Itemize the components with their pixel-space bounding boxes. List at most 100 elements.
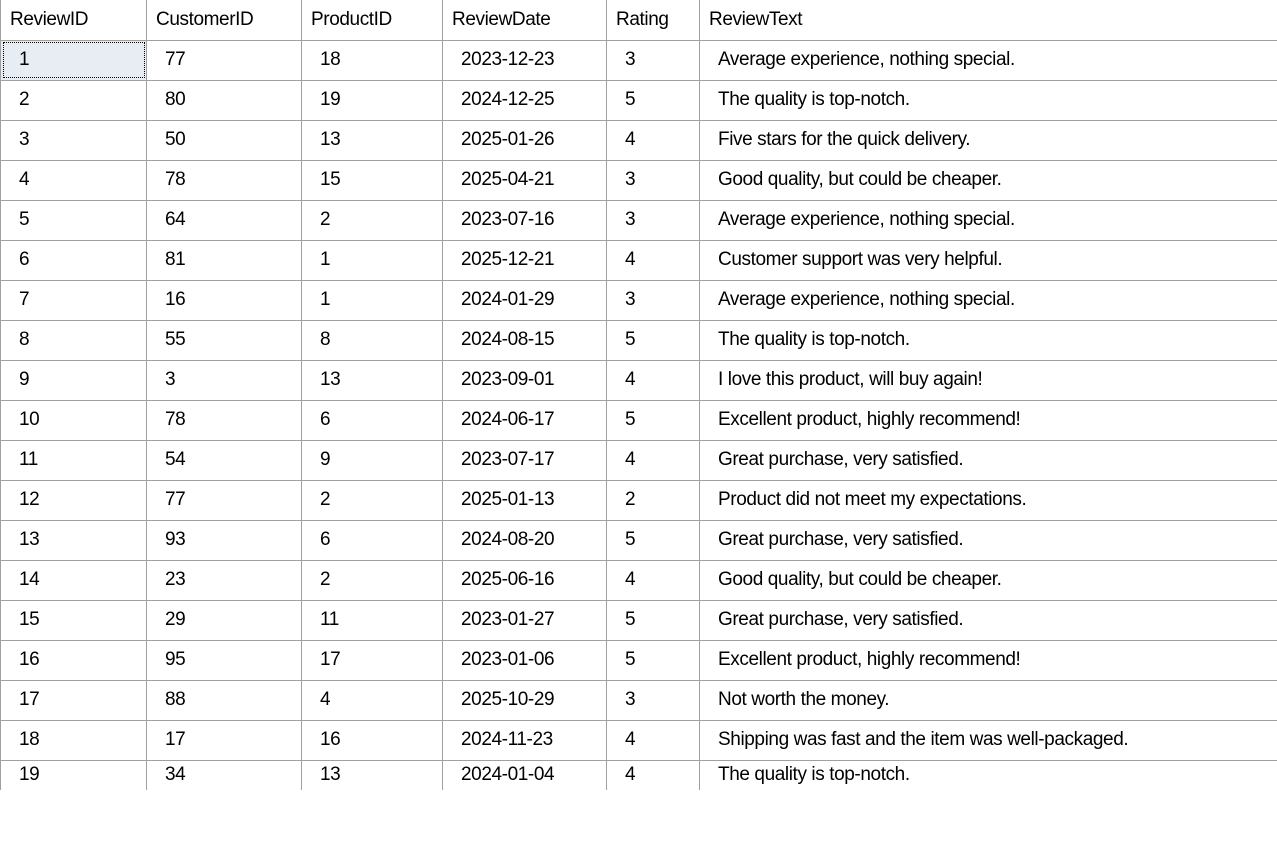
cell-reviewtext[interactable]: Good quality, but could be cheaper. bbox=[699, 159, 1277, 201]
cell-rating[interactable]: 4 bbox=[606, 439, 700, 481]
cell-reviewid[interactable]: 1 bbox=[0, 39, 147, 81]
cell-reviewdate[interactable]: 2024-11-23 bbox=[442, 719, 607, 761]
column-header-rating[interactable]: Rating bbox=[606, 0, 700, 41]
cell-productid[interactable]: 16 bbox=[301, 719, 443, 761]
cell-reviewtext[interactable]: Average experience, nothing special. bbox=[699, 199, 1277, 241]
cell-reviewid[interactable]: 13 bbox=[0, 519, 147, 561]
cell-customerid[interactable]: 81 bbox=[146, 239, 302, 281]
cell-rating[interactable]: 5 bbox=[606, 639, 700, 681]
table-row[interactable]: 12 77 2 2025-01-13 2 Product did not meet my … bbox=[0, 479, 1277, 521]
cell-reviewdate[interactable]: 2023-07-17 bbox=[442, 439, 607, 481]
cell-customerid[interactable]: 29 bbox=[146, 599, 302, 641]
cell-reviewtext[interactable]: Product did not meet my expectations. bbox=[699, 479, 1277, 521]
column-header-reviewdate[interactable]: ReviewDate bbox=[442, 0, 607, 41]
table-row[interactable]: 10 78 6 2024-06-17 5 Excellent product, highl… bbox=[0, 399, 1277, 441]
cell-reviewtext[interactable]: I love this product, will buy again! bbox=[699, 359, 1277, 401]
table-row[interactable]: 11 54 9 2023-07-17 4 Great purchase, very sat… bbox=[0, 439, 1277, 481]
cell-rating[interactable]: 4 bbox=[606, 559, 700, 601]
cell-customerid[interactable]: 50 bbox=[146, 119, 302, 161]
cell-customerid[interactable]: 88 bbox=[146, 679, 302, 721]
cell-customerid[interactable]: 17 bbox=[146, 719, 302, 761]
cell-rating[interactable]: 3 bbox=[606, 279, 700, 321]
cell-reviewdate[interactable]: 2025-01-26 bbox=[442, 119, 607, 161]
column-header-productid[interactable]: ProductID bbox=[301, 0, 443, 41]
cell-reviewtext[interactable]: Excellent product, highly recommend! bbox=[699, 639, 1277, 681]
cell-productid[interactable]: 13 bbox=[301, 759, 443, 790]
cell-productid[interactable]: 2 bbox=[301, 479, 443, 521]
cell-productid[interactable]: 1 bbox=[301, 239, 443, 281]
column-header-reviewid[interactable]: ReviewID bbox=[0, 0, 147, 41]
table-row[interactable]: 8 55 8 2024-08-15 5 The quality is top-notch. bbox=[0, 319, 1277, 361]
cell-customerid[interactable]: 78 bbox=[146, 159, 302, 201]
cell-rating[interactable]: 3 bbox=[606, 679, 700, 721]
column-header-customerid[interactable]: CustomerID bbox=[146, 0, 302, 41]
cell-reviewdate[interactable]: 2023-12-23 bbox=[442, 39, 607, 81]
cell-reviewid[interactable]: 16 bbox=[0, 639, 147, 681]
cell-reviewdate[interactable]: 2023-01-06 bbox=[442, 639, 607, 681]
table-row[interactable]: 3 50 13 2025-01-26 4 Five stars for the quick… bbox=[0, 119, 1277, 161]
cell-rating[interactable]: 3 bbox=[606, 199, 700, 241]
cell-productid[interactable]: 1 bbox=[301, 279, 443, 321]
cell-reviewdate[interactable]: 2024-01-04 bbox=[442, 759, 607, 790]
cell-rating[interactable]: 5 bbox=[606, 599, 700, 641]
cell-rating[interactable]: 5 bbox=[606, 79, 700, 121]
table-row[interactable]: 2 80 19 2024-12-25 5 The quality is top-notch… bbox=[0, 79, 1277, 121]
cell-productid[interactable]: 11 bbox=[301, 599, 443, 641]
cell-rating[interactable]: 4 bbox=[606, 759, 700, 790]
cell-productid[interactable]: 13 bbox=[301, 119, 443, 161]
cell-customerid[interactable]: 16 bbox=[146, 279, 302, 321]
cell-customerid[interactable]: 77 bbox=[146, 479, 302, 521]
cell-customerid[interactable]: 3 bbox=[146, 359, 302, 401]
table-row[interactable]: 18 17 16 2024-11-23 4 Shipping was fast and t… bbox=[0, 719, 1277, 761]
cell-productid[interactable]: 9 bbox=[301, 439, 443, 481]
table-row[interactable]: 5 64 2 2023-07-16 3 Average experience, nothi… bbox=[0, 199, 1277, 241]
table-row[interactable]: 9 3 13 2023-09-01 4 I love this product, will… bbox=[0, 359, 1277, 401]
cell-productid[interactable]: 18 bbox=[301, 39, 443, 81]
table-row[interactable]: 1 77 18 2023-12-23 3 Average experience, noth… bbox=[0, 39, 1277, 81]
cell-reviewid[interactable]: 2 bbox=[0, 79, 147, 121]
cell-rating[interactable]: 4 bbox=[606, 119, 700, 161]
cell-reviewid[interactable]: 4 bbox=[0, 159, 147, 201]
cell-reviewtext[interactable]: Not worth the money. bbox=[699, 679, 1277, 721]
cell-customerid[interactable]: 80 bbox=[146, 79, 302, 121]
cell-reviewid[interactable]: 15 bbox=[0, 599, 147, 641]
cell-customerid[interactable]: 95 bbox=[146, 639, 302, 681]
cell-reviewtext[interactable]: Good quality, but could be cheaper. bbox=[699, 559, 1277, 601]
column-header-reviewtext[interactable]: ReviewText bbox=[699, 0, 1277, 41]
cell-reviewid[interactable]: 19 bbox=[0, 759, 147, 790]
cell-productid[interactable]: 2 bbox=[301, 199, 443, 241]
cell-rating[interactable]: 5 bbox=[606, 399, 700, 441]
cell-reviewid[interactable]: 14 bbox=[0, 559, 147, 601]
table-row[interactable]: 19 34 13 2024-01-04 4 The quality is top-notc… bbox=[0, 759, 1277, 790]
table-row[interactable]: 15 29 11 2023-01-27 5 Great purchase, very sa… bbox=[0, 599, 1277, 641]
cell-reviewdate[interactable]: 2025-06-16 bbox=[442, 559, 607, 601]
table-row[interactable]: 4 78 15 2025-04-21 3 Good quality, but could … bbox=[0, 159, 1277, 201]
cell-reviewdate[interactable]: 2024-08-20 bbox=[442, 519, 607, 561]
cell-reviewid[interactable]: 10 bbox=[0, 399, 147, 441]
cell-rating[interactable]: 4 bbox=[606, 719, 700, 761]
cell-reviewid[interactable]: 6 bbox=[0, 239, 147, 281]
cell-customerid[interactable]: 93 bbox=[146, 519, 302, 561]
cell-reviewtext[interactable]: The quality is top-notch. bbox=[699, 79, 1277, 121]
cell-reviewtext[interactable]: Five stars for the quick delivery. bbox=[699, 119, 1277, 161]
cell-reviewid[interactable]: 8 bbox=[0, 319, 147, 361]
cell-reviewid[interactable]: 3 bbox=[0, 119, 147, 161]
cell-rating[interactable]: 3 bbox=[606, 39, 700, 81]
cell-reviewid[interactable]: 7 bbox=[0, 279, 147, 321]
cell-reviewid[interactable]: 17 bbox=[0, 679, 147, 721]
cell-reviewtext[interactable]: Shipping was fast and the item was well-… bbox=[699, 719, 1277, 761]
table-row[interactable]: 17 88 4 2025-10-29 3 Not worth the money. bbox=[0, 679, 1277, 721]
cell-rating[interactable]: 4 bbox=[606, 359, 700, 401]
cell-productid[interactable]: 13 bbox=[301, 359, 443, 401]
cell-rating[interactable]: 3 bbox=[606, 159, 700, 201]
cell-customerid[interactable]: 34 bbox=[146, 759, 302, 790]
cell-reviewdate[interactable]: 2024-01-29 bbox=[442, 279, 607, 321]
cell-reviewtext[interactable]: Great purchase, very satisfied. bbox=[699, 599, 1277, 641]
cell-productid[interactable]: 19 bbox=[301, 79, 443, 121]
table-row[interactable]: 16 95 17 2023-01-06 5 Excellent product, high… bbox=[0, 639, 1277, 681]
cell-reviewdate[interactable]: 2024-12-25 bbox=[442, 79, 607, 121]
cell-productid[interactable]: 2 bbox=[301, 559, 443, 601]
cell-customerid[interactable]: 23 bbox=[146, 559, 302, 601]
cell-rating[interactable]: 2 bbox=[606, 479, 700, 521]
cell-customerid[interactable]: 77 bbox=[146, 39, 302, 81]
